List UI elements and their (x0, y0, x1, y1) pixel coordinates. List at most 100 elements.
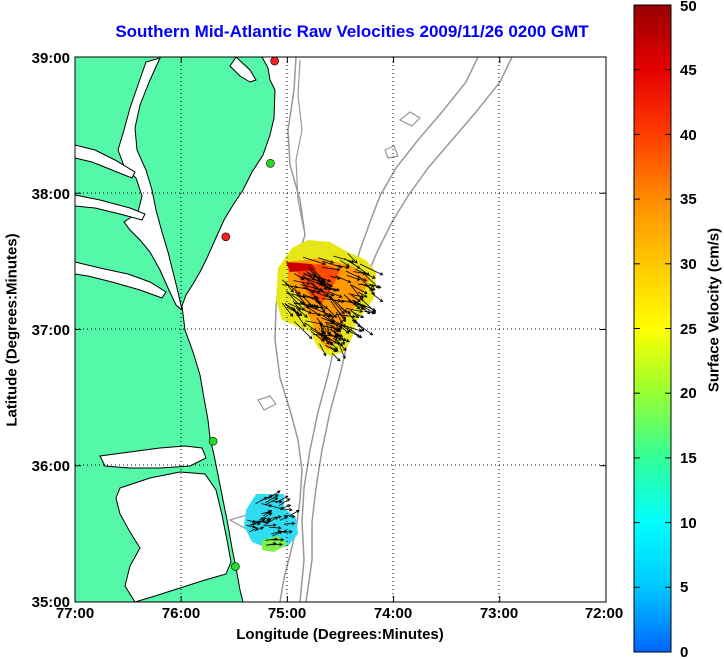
x-axis-ticks: 77:00 76:00 75:00 74:00 73:00 72:00 (56, 605, 623, 622)
velocity-vector (314, 270, 326, 283)
velocity-patch-south (244, 494, 298, 550)
velocity-vector (279, 516, 288, 521)
y-tick-label: 37:00 (32, 322, 70, 339)
velocity-vector (351, 319, 374, 336)
velocity-vector (351, 294, 361, 303)
velocity-vector (250, 522, 262, 526)
radar-station-marker (231, 562, 240, 571)
velocity-vector (283, 521, 296, 526)
y-axis-ticks: 39:00 38:00 37:00 36:00 35:00 (32, 50, 70, 611)
york-james-rivers (75, 261, 167, 299)
velocity-vector (268, 526, 282, 530)
colorbar-tick-label: 0 (680, 644, 688, 659)
velocity-vector (321, 267, 341, 272)
velocity-vector (347, 253, 358, 264)
velocity-vector (264, 494, 279, 504)
velocity-vectors-south (246, 490, 300, 547)
velocity-vector (262, 523, 277, 527)
velocity-vectors-north (281, 253, 384, 362)
velocity-vector (255, 496, 268, 505)
velocity-vector (326, 307, 338, 318)
velocity-vector (335, 275, 352, 283)
velocity-vector (345, 326, 363, 339)
velocity-vector (293, 321, 313, 340)
velocity-vector (249, 518, 266, 526)
velocity-vector (281, 279, 301, 295)
velocity-vector (371, 292, 384, 303)
radar-station-marker (266, 158, 275, 168)
x-tick-label: 74:00 (374, 605, 412, 622)
velocity-vector (323, 337, 330, 345)
velocity-vector (329, 328, 341, 337)
velocity-vector (339, 259, 350, 267)
delaware-bay (229, 57, 257, 83)
velocity-vector (345, 308, 364, 313)
velocity-vector (340, 307, 352, 314)
velocity-vector (254, 526, 264, 532)
colorbar-tick-label: 15 (680, 450, 697, 467)
velocity-vector (277, 529, 288, 534)
y-axis-label: Latitude (Degrees:Minutes) (3, 233, 21, 427)
velocity-vector (359, 263, 384, 276)
x-axis-label: Longitude (Degrees:Minutes) (236, 626, 444, 643)
velocity-vector (278, 498, 291, 507)
velocity-vector (289, 510, 300, 516)
colorbar-tick-label: 10 (680, 515, 697, 532)
velocity-vector (302, 256, 327, 266)
pamlico-sound (115, 471, 232, 602)
y-tick-label: 39:00 (32, 50, 70, 67)
x-tick-label: 75:00 (268, 605, 306, 622)
velocity-vector (318, 257, 335, 264)
colorbar-tick-label: 35 (680, 191, 697, 208)
velocity-vector (266, 542, 277, 546)
y-tick-label: 38:00 (32, 186, 70, 203)
x-tick-label: 72:00 (585, 605, 623, 622)
potomac-river (75, 144, 136, 179)
velocity-vector (328, 337, 338, 344)
velocity-vector (263, 510, 273, 517)
y-tick-label: 36:00 (32, 458, 70, 475)
velocity-vector (329, 320, 343, 329)
velocity-vector (346, 274, 361, 281)
velocity-vector (355, 268, 376, 279)
colorbar-tick-label: 40 (680, 127, 697, 144)
velocity-vector (327, 291, 343, 298)
velocity-vector (292, 300, 301, 311)
colorbar-tick-label: 30 (680, 256, 697, 273)
velocity-vector (348, 293, 365, 299)
velocity-vector (294, 303, 318, 308)
colorbar-label: Surface Velocity (cm/s) (705, 227, 723, 393)
velocity-vector (324, 286, 341, 292)
colorbar-tick-labels: 0 5 10 15 20 25 30 35 40 45 50 (680, 0, 697, 659)
velocity-vector (341, 335, 346, 346)
bathymetry-contour (228, 111, 421, 531)
grid-lines (75, 57, 606, 602)
velocity-vector (337, 309, 347, 320)
velocity-vector (249, 527, 259, 533)
velocity-vector (339, 344, 346, 360)
velocity-vector (311, 282, 329, 298)
velocity-vector (270, 537, 285, 542)
rappahannock-river (75, 194, 146, 221)
velocity-vector (258, 512, 273, 521)
velocity-vector (306, 272, 332, 283)
velocity-vector (272, 499, 283, 504)
velocity-vector (335, 312, 343, 325)
velocity-vector (281, 284, 299, 289)
colorbar-tick-label: 20 (680, 385, 697, 402)
axis-tick-marks (74, 56, 607, 603)
colorbar-tick-label: 5 (680, 579, 688, 596)
velocity-vector (349, 284, 364, 302)
velocity-vector (331, 352, 341, 362)
velocity-vector (319, 343, 327, 357)
bathymetry-contour (295, 59, 305, 231)
velocity-vector (284, 282, 294, 293)
velocity-vector (341, 299, 357, 305)
albemarle-sound (99, 445, 207, 469)
velocity-vector (287, 292, 306, 311)
colorbar-tick-label: 50 (680, 0, 697, 15)
radar-station-marker (221, 232, 231, 242)
chesapeake-bay (117, 57, 183, 312)
velocity-vector (345, 270, 368, 282)
